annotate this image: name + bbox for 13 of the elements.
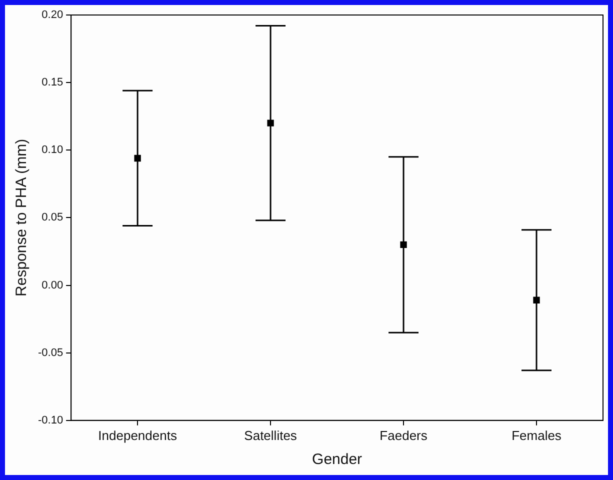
- x-tick-label: Satellites: [244, 428, 298, 443]
- y-tick-label: 0.05: [42, 212, 64, 224]
- x-axis-title: Gender: [312, 451, 362, 468]
- y-tick-label: 0.15: [42, 76, 64, 89]
- y-tick-label: -0.10: [38, 414, 64, 426]
- x-tick-label: Females: [512, 428, 562, 443]
- x-tick-label: Faeders: [380, 428, 428, 443]
- y-tick-label: -0.05: [38, 346, 64, 359]
- y-tick-label: 0.20: [42, 9, 64, 22]
- y-axis-title: Response to PHA (mm): [13, 138, 30, 296]
- y-tick-label: 0.10: [42, 144, 64, 156]
- x-tick-label: Independents: [98, 428, 178, 443]
- y-tick-label: 0.00: [42, 279, 64, 292]
